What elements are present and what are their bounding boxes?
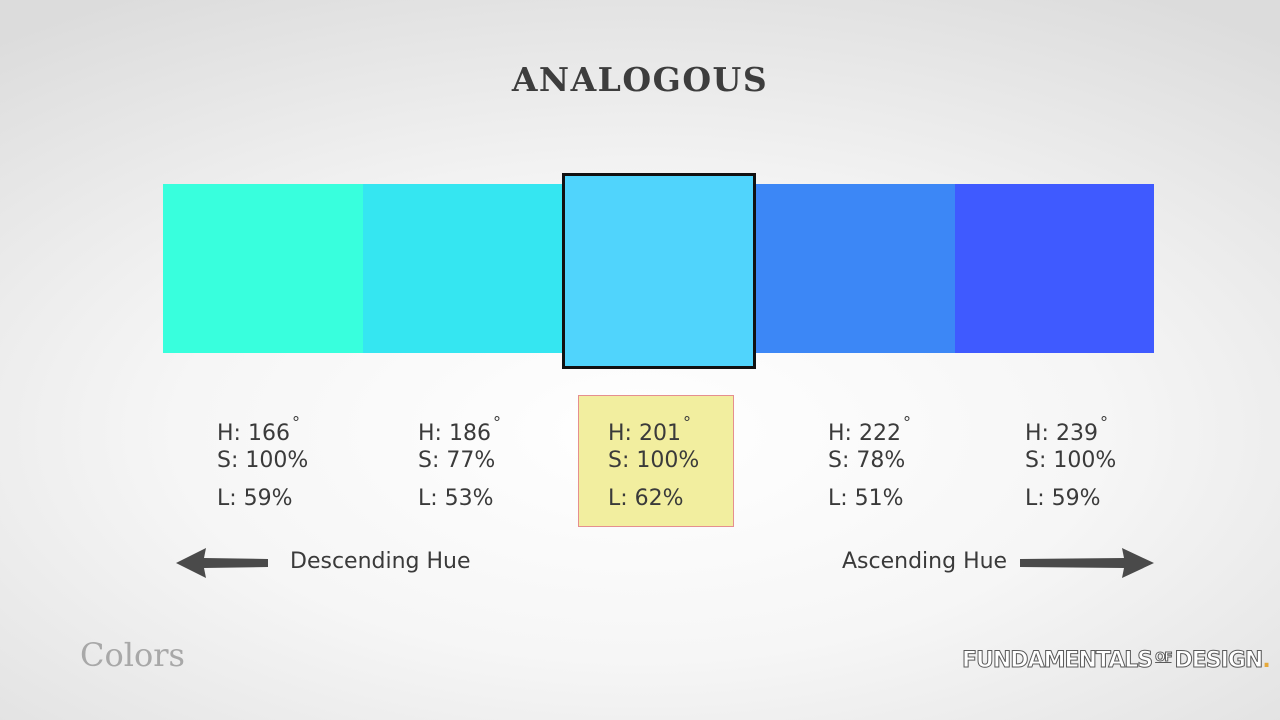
degree-symbol: ° <box>682 413 691 432</box>
lightness-value: L: 59% <box>217 486 293 511</box>
brand-word-3: DESIGN <box>1174 648 1264 674</box>
hsl-values-5: H: 239 ° S: 100% L: 59% <box>1025 404 1185 518</box>
hsl-values-1: H: 166 ° S: 100% L: 59% <box>217 404 377 518</box>
swatch-1 <box>163 184 363 353</box>
descending-hue-label: Descending Hue <box>290 549 471 574</box>
lightness-value: L: 53% <box>418 486 494 511</box>
degree-symbol: ° <box>902 413 911 432</box>
saturation-value: S: 78% <box>828 448 906 473</box>
hsl-values-3: H: 201 ° S: 100% L: 62% <box>608 404 768 518</box>
saturation-value: S: 100% <box>217 448 309 473</box>
swatch-4 <box>754 184 955 353</box>
lightness-value: L: 51% <box>828 486 904 511</box>
hsl-values-2: H: 186 ° S: 77% L: 53% <box>418 404 578 518</box>
brand-word-1: FUNDAMENTALS <box>961 648 1153 674</box>
brand-dot: . <box>1262 648 1270 673</box>
selected-values-highlight <box>578 395 734 527</box>
hue-value: H: 201 <box>608 421 681 446</box>
brand-word-2: OF <box>1155 650 1173 665</box>
hue-value: H: 222 <box>828 421 901 446</box>
lightness-value: L: 62% <box>608 486 684 511</box>
degree-symbol: ° <box>492 413 501 432</box>
swatch-3-selected <box>562 173 756 369</box>
saturation-value: S: 100% <box>1025 448 1117 473</box>
brand-logo: FUNDAMENTALS OF DESIGN. <box>961 648 1270 674</box>
hue-value: H: 186 <box>418 421 491 446</box>
section-label: Colors <box>80 636 185 674</box>
lightness-value: L: 59% <box>1025 486 1101 511</box>
arrow-left-icon <box>176 548 268 578</box>
degree-symbol: ° <box>291 413 300 432</box>
hue-value: H: 239 <box>1025 421 1098 446</box>
ascending-hue-label: Ascending Hue <box>842 549 1008 574</box>
saturation-value: S: 77% <box>418 448 496 473</box>
saturation-value: S: 100% <box>608 448 700 473</box>
slide-title: ANALOGOUS <box>511 60 769 99</box>
arrow-right-icon <box>1020 548 1154 578</box>
hsl-values-4: H: 222 ° S: 78% L: 51% <box>828 404 988 518</box>
degree-symbol: ° <box>1099 413 1108 432</box>
swatch-5 <box>955 184 1154 353</box>
hue-value: H: 166 <box>217 421 290 446</box>
swatch-2 <box>363 184 563 353</box>
